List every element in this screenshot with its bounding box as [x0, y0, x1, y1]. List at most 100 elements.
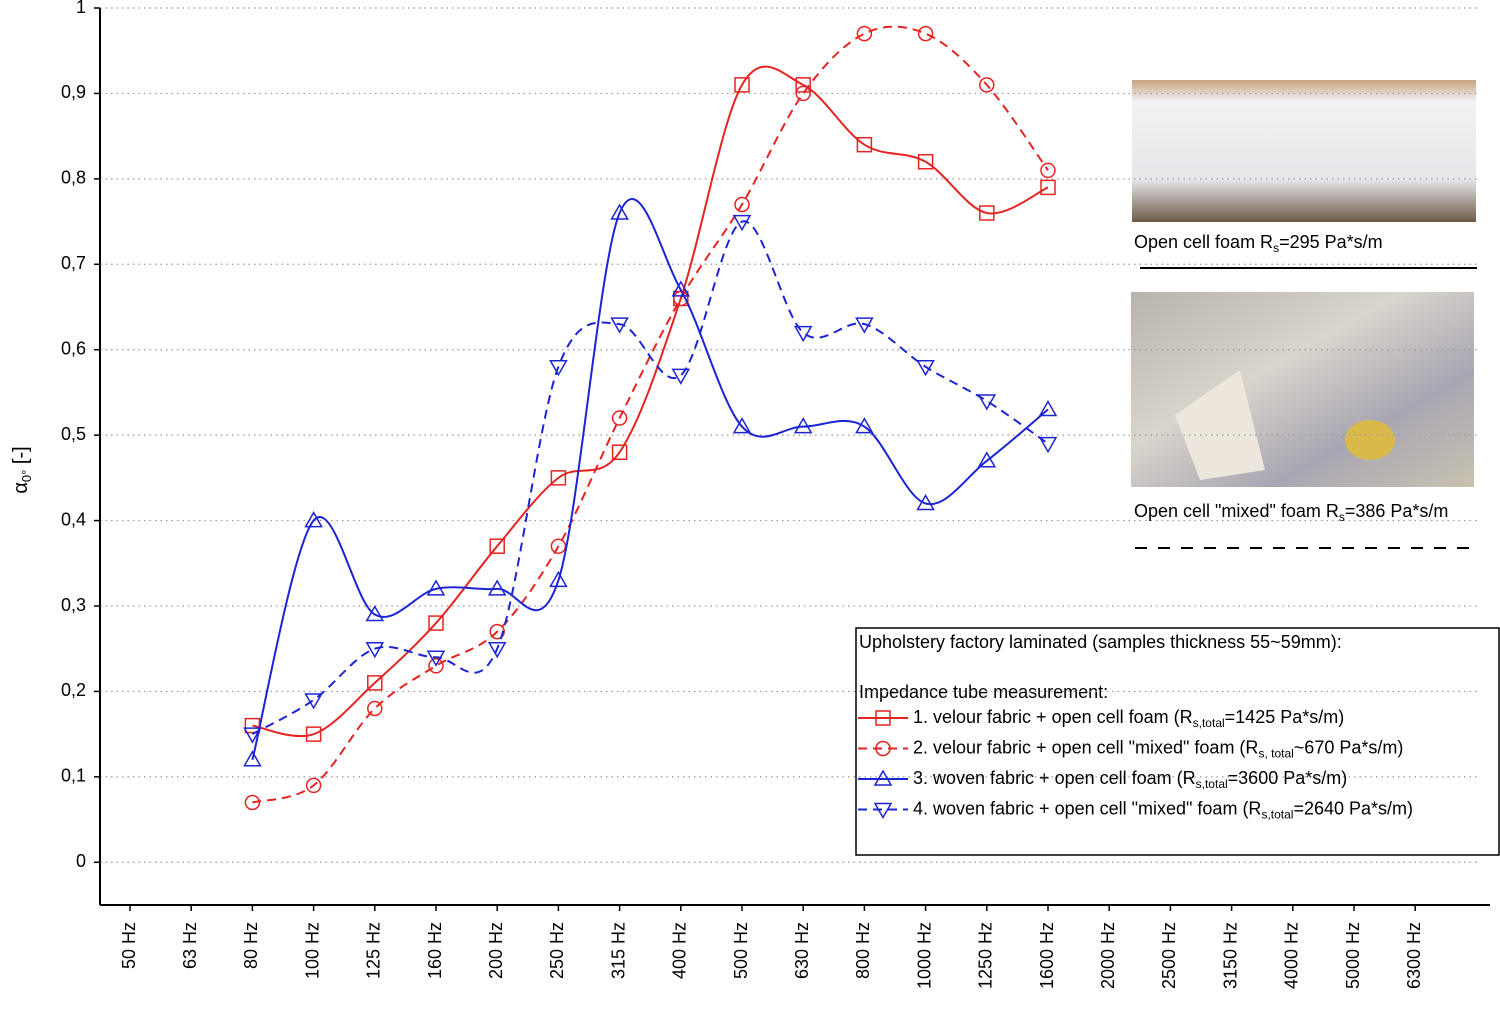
legend-label-part: 1. velour fabric + open cell foam (R: [913, 707, 1193, 727]
marker: [979, 205, 995, 221]
marker: [793, 417, 813, 434]
marker: [856, 25, 873, 42]
foam-photo: [1132, 80, 1476, 222]
legend-label-part: =1425 Pa*s/m): [1225, 707, 1345, 727]
photo-caption: Open cell "mixed" foam Rs=386 Pa*s/m: [1134, 501, 1448, 524]
marker: [795, 85, 811, 102]
x-tick-label: 1250 Hz: [976, 922, 996, 989]
marker: [916, 360, 935, 377]
marker: [610, 317, 629, 334]
marker: [549, 360, 568, 377]
x-tick-label: 125 Hz: [364, 922, 384, 979]
marker: [1040, 162, 1056, 179]
photo-caption-part: Open cell "mixed" foam R: [1134, 501, 1339, 521]
x-tick-label: 3150 Hz: [1220, 922, 1240, 989]
marker: [243, 727, 262, 744]
y-tick-label: 1: [76, 0, 86, 17]
marker: [917, 154, 934, 170]
photo-caption-part: =295 Pa*s/m: [1279, 232, 1383, 252]
marker: [550, 538, 567, 554]
x-tick-label: 4000 Hz: [1282, 922, 1302, 989]
legend-label-part: =3600 Pa*s/m): [1228, 768, 1348, 788]
x-tick-label: 5000 Hz: [1343, 922, 1363, 989]
marker: [855, 317, 874, 334]
marker: [428, 615, 444, 631]
x-tick-label: 800 Hz: [853, 922, 873, 979]
marker: [305, 726, 322, 742]
x-tick-label: 315 Hz: [608, 922, 628, 979]
series-line: [252, 65, 1049, 738]
marker: [243, 750, 262, 767]
marker: [611, 444, 628, 460]
legend-label: 4. woven fabric + open cell "mixed" foam…: [913, 798, 1413, 821]
marker: [875, 710, 891, 726]
marker: [732, 214, 752, 232]
marker: [732, 417, 752, 434]
y-axis-label-sub: 0°: [19, 470, 34, 482]
y-tick-label: 0,2: [61, 680, 86, 700]
marker: [428, 658, 444, 674]
marker: [734, 196, 750, 213]
marker: [304, 693, 323, 710]
marker: [1040, 179, 1056, 196]
marker: [856, 136, 873, 153]
y-tick-label: 0,4: [61, 509, 86, 529]
y-axis-label-rest: [-]: [10, 446, 32, 469]
marker: [979, 77, 995, 93]
legend-subtitle: Impedance tube measurement:: [859, 682, 1108, 702]
marker: [793, 325, 813, 343]
y-tick-label: 0,9: [61, 82, 86, 102]
series-line: [251, 198, 1049, 761]
marker: [873, 769, 893, 786]
x-tick-label: 2500 Hz: [1159, 922, 1179, 989]
y-tick-label: 0,6: [61, 338, 86, 358]
y-tick-label: 0,1: [61, 766, 86, 786]
x-tick-label: 200 Hz: [486, 922, 506, 979]
x-tick-label: 500 Hz: [731, 922, 751, 979]
y-tick-label: 0,5: [61, 424, 86, 444]
legend-label: 2. velour fabric + open cell "mixed" foa…: [913, 737, 1403, 760]
marker: [549, 570, 568, 588]
photo-caption: Open cell foam Rs=295 Pa*s/m: [1134, 232, 1383, 255]
marker: [611, 410, 628, 426]
legend-label-part: s, total: [1258, 747, 1293, 761]
marker: [365, 605, 385, 622]
x-tick-label: 250 Hz: [547, 922, 567, 979]
x-tick-label: 1000 Hz: [914, 922, 934, 989]
marker: [977, 451, 997, 468]
x-tick-label: 63 Hz: [180, 922, 200, 969]
marker: [244, 794, 261, 811]
marker: [977, 394, 997, 411]
legend-label-part: 2. velour fabric + open cell "mixed" foa…: [913, 737, 1258, 757]
legend-label-part: s,total: [1193, 716, 1225, 730]
photo-detail: [1175, 370, 1265, 480]
marker: [1038, 400, 1058, 417]
photo-caption-part: s: [1339, 510, 1345, 524]
y-axis-label-main: α: [10, 482, 32, 494]
x-tick-label: 400 Hz: [670, 922, 690, 979]
photo-caption-part: Open cell foam R: [1134, 232, 1273, 252]
marker: [304, 511, 323, 528]
x-tick-label: 160 Hz: [425, 922, 445, 979]
marker: [873, 802, 893, 820]
legend-label-part: 3. woven fabric + open cell foam (R: [913, 768, 1196, 788]
marker: [917, 25, 934, 42]
marker: [487, 579, 507, 596]
legend-label-part: 4. woven fabric + open cell "mixed" foam…: [913, 798, 1261, 818]
marker: [671, 280, 691, 297]
marker: [734, 77, 750, 93]
marker: [916, 493, 935, 511]
photo-caption-part: =386 Pa*s/m: [1345, 501, 1449, 521]
marker: [671, 368, 691, 385]
legend-label-part: =2640 Pa*s/m): [1293, 798, 1413, 818]
photo-detail: [1345, 420, 1395, 460]
marker: [875, 740, 891, 757]
y-tick-label: 0,7: [61, 253, 86, 273]
marker: [365, 641, 385, 659]
legend-label: 1. velour fabric + open cell foam (Rs,to…: [913, 707, 1344, 730]
series-line: [251, 220, 1049, 736]
x-tick-label: 80 Hz: [241, 922, 261, 969]
marker: [610, 203, 629, 220]
photo-caption-part: s: [1273, 241, 1279, 255]
